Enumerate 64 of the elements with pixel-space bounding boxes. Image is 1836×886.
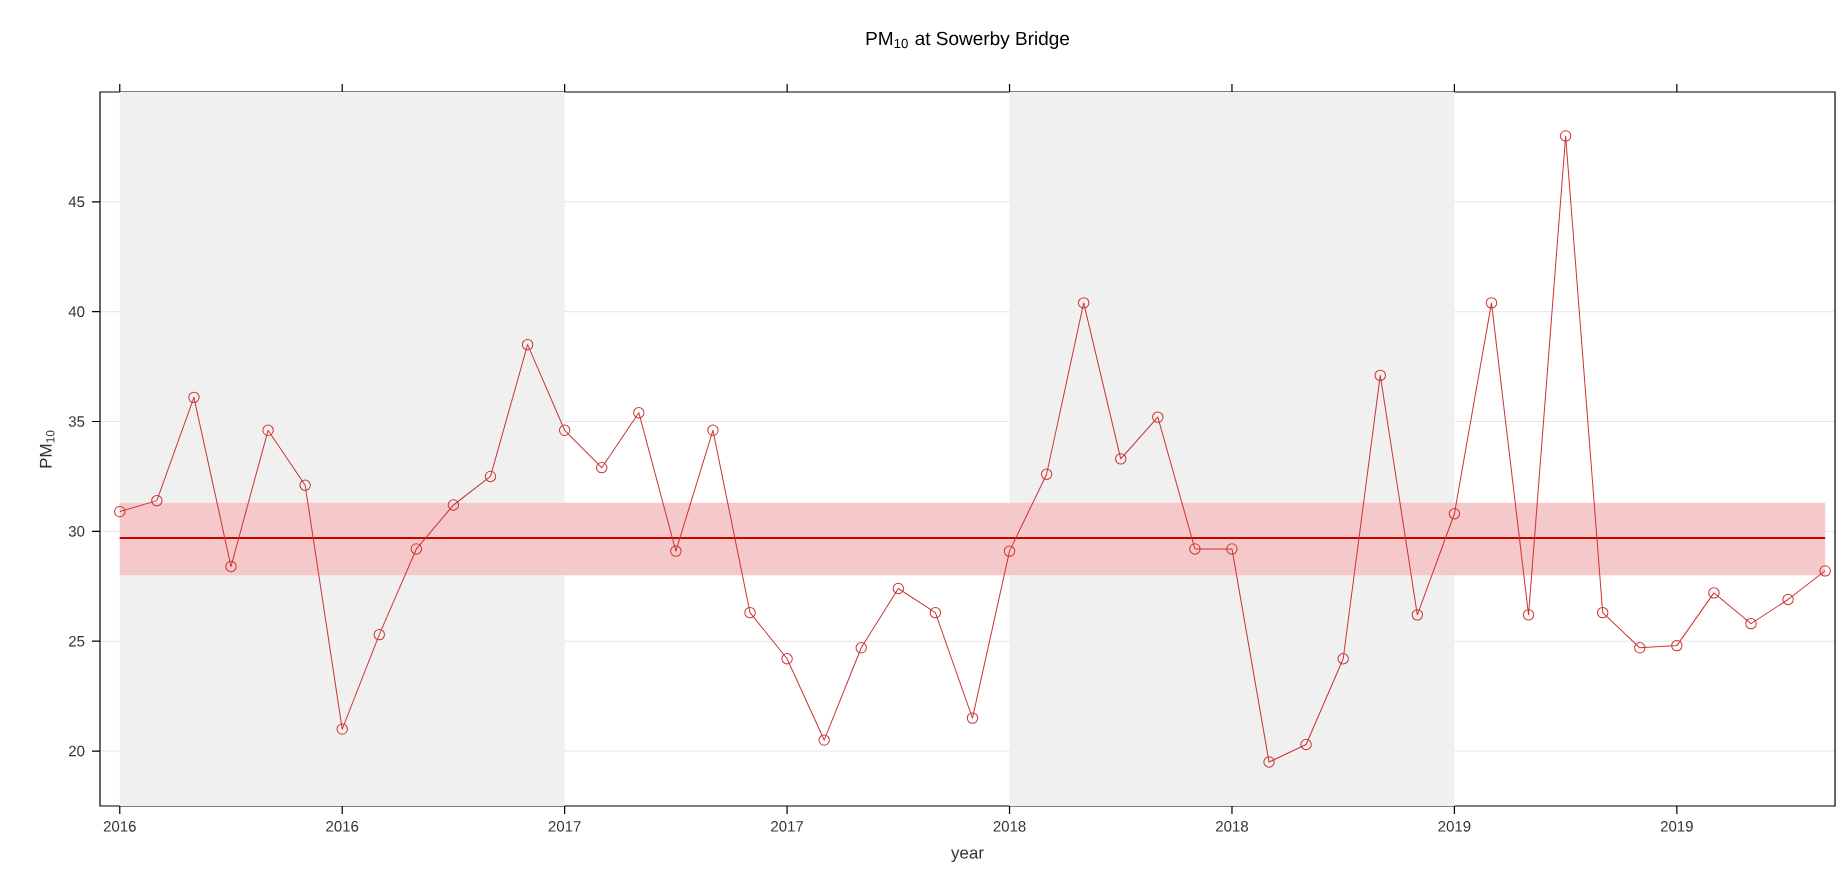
point — [1819, 565, 1831, 577]
point — [151, 494, 163, 507]
y-tick-label: 20 — [69, 745, 85, 757]
point — [188, 391, 200, 404]
point — [336, 723, 348, 735]
point — [744, 606, 756, 619]
point — [892, 582, 905, 595]
point — [1115, 453, 1127, 465]
point — [1189, 543, 1201, 555]
point — [447, 499, 460, 511]
point — [855, 642, 867, 654]
x-tick-label: 2018 — [1216, 821, 1248, 832]
x-axis-title: year — [951, 849, 984, 863]
point — [373, 628, 385, 641]
point — [114, 505, 126, 518]
point — [1263, 756, 1275, 768]
point — [1411, 609, 1424, 621]
point — [1708, 587, 1720, 599]
x-tick-label: 2016 — [326, 821, 359, 832]
point — [1152, 411, 1164, 423]
point — [1448, 508, 1461, 520]
point — [1485, 297, 1498, 309]
point — [1003, 545, 1016, 557]
y-tick-label: 30 — [68, 526, 85, 537]
point — [1337, 653, 1349, 665]
point — [781, 653, 793, 665]
point — [818, 734, 830, 746]
point — [1634, 642, 1646, 654]
point — [1226, 543, 1238, 555]
chart-title: PM$_{10}$ at Sowerby Bridge — [866, 31, 1070, 49]
x-tick-label: 2018 — [993, 821, 1026, 832]
x-tick-label: 2019 — [1438, 821, 1471, 832]
point — [1300, 738, 1312, 751]
point — [410, 543, 423, 555]
point — [1559, 130, 1572, 142]
point — [225, 560, 237, 573]
y-tick-label: 45 — [68, 196, 85, 208]
point — [966, 712, 979, 724]
point — [1671, 639, 1683, 652]
point — [1374, 369, 1386, 382]
point — [1597, 606, 1609, 619]
point — [1745, 617, 1757, 630]
point — [558, 424, 571, 437]
point — [1782, 593, 1794, 606]
point — [299, 479, 311, 491]
x-tick-label: 2017 — [771, 821, 804, 832]
point — [596, 461, 608, 474]
x-tick-label: 2019 — [1660, 821, 1693, 832]
point — [707, 424, 719, 437]
point — [1077, 297, 1090, 309]
y-tick-label: 35 — [68, 416, 85, 427]
point — [484, 470, 497, 483]
x-tick-label: 2017 — [548, 821, 581, 832]
y-axis-title: PM$_{10}$ — [39, 430, 55, 468]
point — [670, 545, 682, 557]
point — [521, 338, 534, 351]
x-tick-label: 2016 — [103, 821, 136, 832]
point — [262, 424, 274, 437]
point — [1522, 609, 1535, 621]
point — [633, 407, 645, 419]
y-tick-label: 25 — [69, 635, 85, 647]
point — [1040, 468, 1053, 480]
y-tick-label: 40 — [68, 306, 85, 317]
point — [929, 606, 942, 619]
